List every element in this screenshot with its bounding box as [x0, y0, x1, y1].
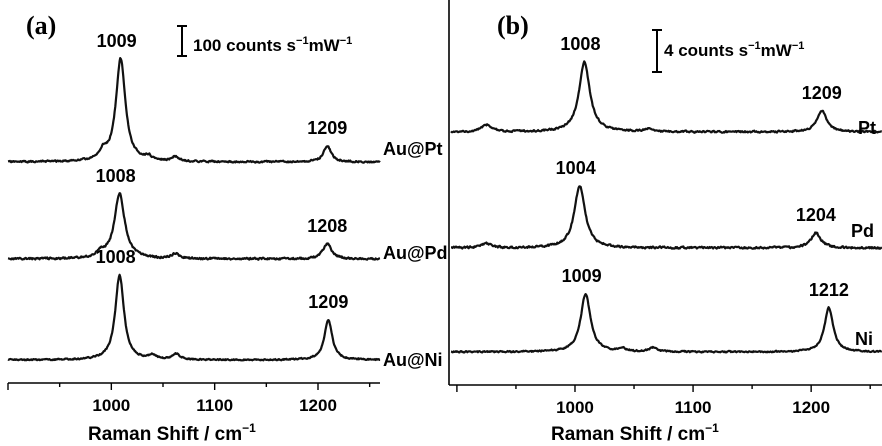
- panel-b-peak-label: 1008: [560, 34, 600, 54]
- panel-b-peak-label: 1204: [796, 205, 836, 225]
- panel-a-spectrum-aupd: [7, 192, 381, 261]
- panel-a-peak-label: 1009: [97, 31, 137, 51]
- panel-b-letter: (b): [497, 11, 529, 40]
- panel-b-tick-label: 1200: [792, 398, 830, 417]
- panel-a-peak-label: 1008: [96, 166, 136, 186]
- panel-b-trace-label: Ni: [855, 329, 873, 349]
- panel-a-letter: (a): [26, 11, 56, 40]
- panel-b-x-axis-title: Raman Shift / cm−1: [551, 421, 719, 445]
- panel-b-tick-label: 1000: [556, 398, 594, 417]
- panel-a-trace-label: Au@Pd: [383, 243, 448, 263]
- panel-a-spectrum-auni: [7, 273, 381, 362]
- panel-a-tick-label: 1200: [299, 396, 337, 415]
- panel-b-trace-label: Pd: [851, 221, 874, 241]
- panel-a-peak-label: 1209: [307, 118, 347, 138]
- panel-b-tick-label: 1100: [675, 398, 712, 417]
- panel-b-peak-label: 1004: [556, 158, 596, 178]
- panel-b-spectrum-pt: [450, 60, 882, 134]
- panel-a-trace-label: Au@Pt: [383, 139, 443, 159]
- panel-a-scale-bar: 100 counts s−1mW−1: [177, 25, 352, 57]
- panel-a-peak-label: 1208: [307, 216, 347, 236]
- panel-b-peak-label: 1212: [809, 280, 849, 300]
- panel-a-peak-label: 1008: [96, 247, 136, 267]
- panel-b-spectrum-pd: [450, 185, 882, 250]
- panel-a-x-axis-title: Raman Shift / cm−1: [88, 421, 256, 445]
- panel-b-peak-label: 1209: [802, 83, 842, 103]
- panel-b-spectrum-ni: [450, 293, 882, 354]
- panel-b: (b) 4 counts s−1mW−1 1000 1100 1200 1008 12…: [448, 0, 882, 445]
- panel-a-tick-label: 1100: [196, 396, 233, 415]
- panel-a: (a) 100 counts s−1mW−1 1000 1100 1200 1009…: [7, 11, 448, 445]
- panel-a-scale-label: 100 counts s−1mW−1: [193, 35, 352, 55]
- panel-a-spectrum-aupt: [7, 57, 381, 164]
- panel-b-trace-label: Pt: [858, 118, 876, 138]
- panel-b-peak-label: 1009: [562, 266, 602, 286]
- panel-a-peak-label: 1209: [308, 292, 348, 312]
- panel-b-scale-bar: 4 counts s−1mW−1: [652, 29, 804, 73]
- panel-a-tick-label: 1000: [92, 396, 130, 415]
- panel-b-scale-label: 4 counts s−1mW−1: [664, 40, 804, 60]
- panel-a-trace-label: Au@Ni: [383, 350, 443, 370]
